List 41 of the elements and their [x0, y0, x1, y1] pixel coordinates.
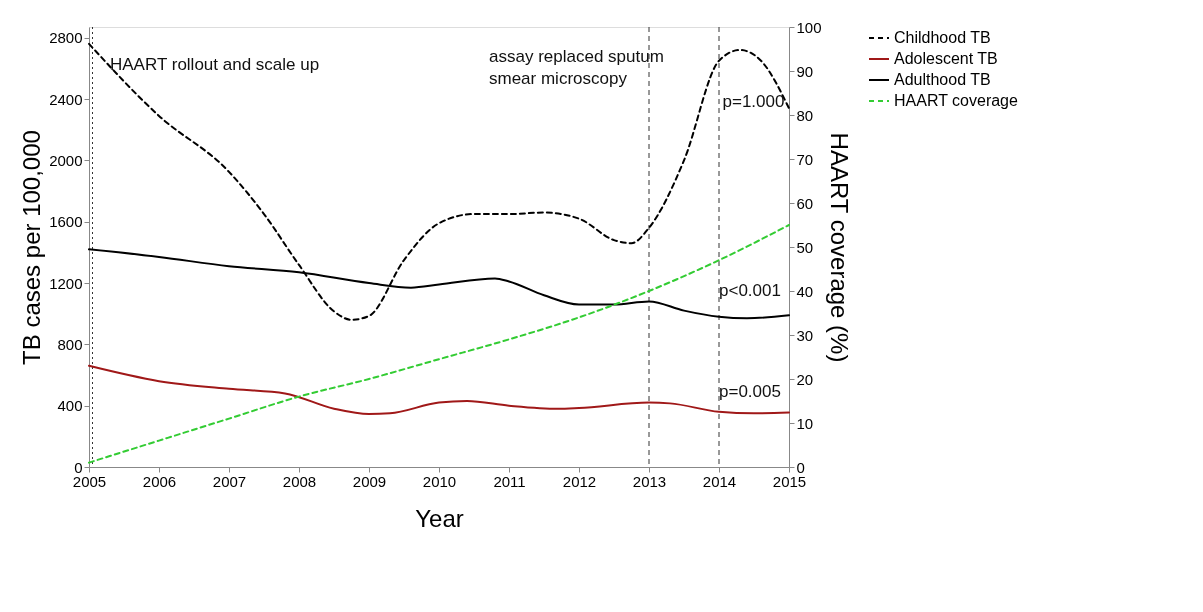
y2-tick-label: 60	[796, 194, 814, 212]
y2-tick-label: 100	[796, 18, 822, 36]
y-tick-label: 2000	[49, 151, 83, 169]
x-tick-label: 2009	[352, 472, 387, 490]
annotation: p<0.001	[719, 280, 781, 300]
y2-tick-label: 30	[796, 326, 814, 344]
x-tick-label: 2013	[632, 472, 667, 490]
y2-tick-label: 70	[796, 150, 814, 168]
x-tick-label: 2012	[562, 472, 597, 490]
x-tick-label: 2011	[493, 472, 526, 490]
legend-label: Childhood TB	[894, 29, 991, 46]
annotation: assay replaced sputum smear microscopy	[489, 47, 664, 88]
y-axis-title: TB cases per 100,000	[18, 130, 46, 365]
x-tick-label: 2007	[212, 472, 247, 490]
line-series	[88, 42, 790, 321]
legend-label: Adulthood TB	[894, 71, 991, 88]
y2-tick-label: 80	[796, 106, 814, 124]
y2-tick-label: 90	[796, 62, 814, 80]
y-tick-label: 1200	[49, 274, 83, 292]
legend-label: HAART coverage	[894, 92, 1019, 109]
annotation: HAART rollout and scale up	[110, 55, 320, 75]
line-series	[88, 364, 790, 416]
annotation: p=0.005	[719, 381, 781, 401]
y-tick-label: 2400	[49, 90, 83, 108]
y-tick-label: 2800	[49, 29, 83, 47]
x-tick-label: 2014	[702, 472, 737, 490]
annotation: p=1.000	[722, 92, 785, 112]
x-tick-label: 2008	[282, 472, 317, 490]
y-tick-label: 1600	[49, 213, 83, 231]
y2-tick-label: 10	[796, 414, 814, 432]
y2-axis-title: HAART coverage (%)	[825, 132, 853, 363]
y2-tick-label: 20	[796, 370, 814, 388]
legend-label: Adolescent TB	[894, 50, 998, 67]
x-axis-title: Year	[415, 504, 464, 532]
y-tick-label: 400	[57, 397, 83, 415]
y2-tick-label: 40	[796, 282, 814, 300]
x-tick-label: 2006	[142, 472, 177, 490]
y2-tick-label: 50	[796, 238, 814, 256]
x-tick-label: 2010	[422, 472, 457, 490]
line-series	[88, 224, 790, 464]
y-tick-label: 800	[57, 335, 83, 353]
